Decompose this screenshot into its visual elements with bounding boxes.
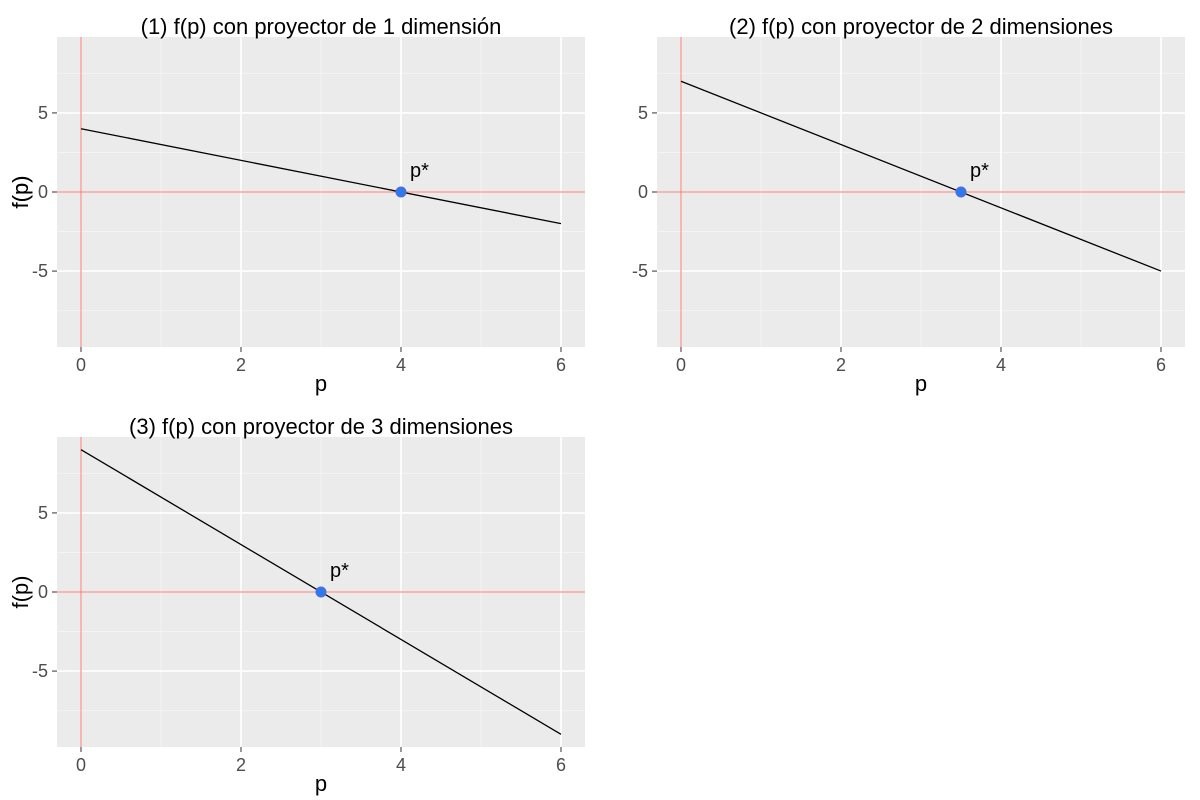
- x-tick-label: 4: [396, 755, 406, 775]
- y-axis-label: f(p): [8, 576, 33, 609]
- series-line: [80, 128, 562, 225]
- y-tick-label: 0: [38, 582, 48, 602]
- x-axis-label: p: [315, 371, 327, 396]
- chart-panel-1: p* 0 2 4 6 -5 0 5 (1) f(p) con proyector de 1 di…: [8, 14, 585, 396]
- x-tick-label: 6: [1156, 355, 1166, 375]
- x-tick-label: 0: [76, 355, 86, 375]
- y-tick-label: 0: [638, 182, 648, 202]
- root-point-label: p*: [410, 160, 429, 182]
- root-point: [315, 586, 327, 598]
- root-point-label: p*: [330, 560, 349, 582]
- root-point: [395, 186, 407, 198]
- x-tick-label: 6: [556, 755, 566, 775]
- root-point-label: p*: [970, 160, 989, 182]
- y-tick-label: -5: [32, 261, 48, 281]
- series-line: [680, 80, 1162, 272]
- y-tick-label: 5: [638, 103, 648, 123]
- y-tick-label: 0: [38, 182, 48, 202]
- x-tick-label: 2: [236, 355, 246, 375]
- x-tick-label: 6: [556, 355, 566, 375]
- chart-panel-3: p* 0 2 4 6 -5 0 5 (3) f(p) con proyector de 3 di…: [8, 414, 585, 796]
- x-tick-label: 2: [236, 755, 246, 775]
- root-point: [955, 186, 967, 198]
- x-axis-label: p: [315, 771, 327, 796]
- y-tick-label: 5: [38, 503, 48, 523]
- x-tick-label: 4: [396, 355, 406, 375]
- x-tick-label: 2: [836, 355, 846, 375]
- chart-title: (2) f(p) con proyector de 2 dimensiones: [729, 14, 1113, 39]
- x-tick-label: 0: [676, 355, 686, 375]
- y-axis-label: f(p): [8, 176, 33, 209]
- chart-title: (3) f(p) con proyector de 3 dimensiones: [129, 414, 513, 439]
- y-tick-label: -5: [32, 661, 48, 681]
- chart-title: (1) f(p) con proyector de 1 dimensión: [141, 14, 502, 39]
- y-tick-label: 5: [38, 103, 48, 123]
- y-axis-label: f(p): [8, 176, 33, 209]
- y-tick-label: -5: [632, 261, 648, 281]
- x-tick-label: 0: [76, 755, 86, 775]
- chart-panel-2: p* 0 2 4 6 -5 0 5 (2) f(p) con proyector de 2 di…: [8, 14, 1185, 396]
- x-tick-label: 4: [996, 355, 1006, 375]
- x-axis-label: p: [915, 371, 927, 396]
